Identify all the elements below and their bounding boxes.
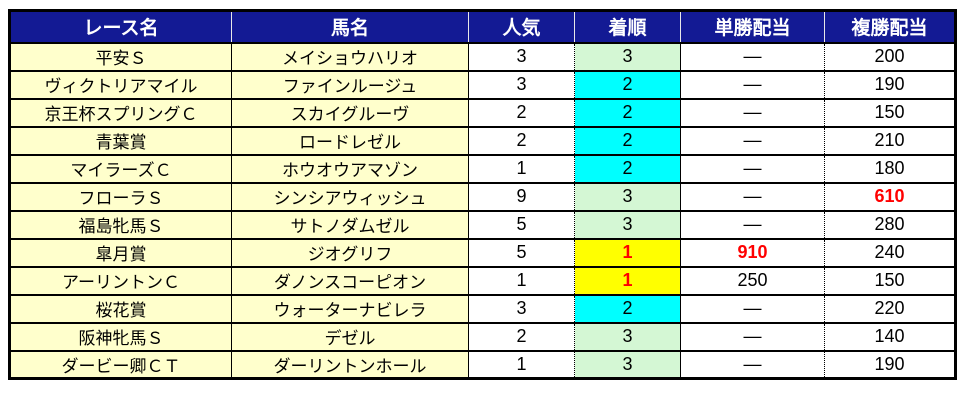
win-payout-cell: ―: [680, 98, 825, 128]
win-payout-cell: ―: [680, 126, 825, 156]
win-payout-cell: ―: [680, 70, 825, 100]
place-payout-cell: 150: [824, 98, 956, 128]
horse-name-cell: ジオグリフ: [231, 238, 469, 268]
horse-name-cell: ファインルージュ: [231, 70, 469, 100]
table-row: 阪神牝馬Ｓ デゼル 2 3 ― 140: [9, 322, 956, 352]
place-payout-cell: 200: [824, 42, 956, 72]
horse-name-cell: ウォーターナビレラ: [231, 294, 469, 324]
win-payout-cell: ―: [680, 182, 825, 212]
table-row: 桜花賞 ウォーターナビレラ 3 2 ― 220: [9, 294, 956, 324]
horse-name-cell: サトノダムゼル: [231, 210, 469, 240]
place-payout-cell: 610: [824, 182, 956, 212]
table-row: ダービー卿ＣＴ ダーリントンホール 1 3 ― 190: [9, 350, 956, 379]
win-payout-cell: 910: [680, 238, 825, 268]
race-name-cell: 皐月賞: [9, 238, 232, 268]
header-popularity: 人気: [468, 10, 575, 44]
race-name-cell: 平安Ｓ: [9, 42, 232, 72]
win-payout-cell: ―: [680, 350, 825, 379]
place-payout-cell: 280: [824, 210, 956, 240]
header-race-name: レース名: [9, 10, 232, 44]
place-payout-cell: 140: [824, 322, 956, 352]
finish-position-cell: 2: [574, 294, 681, 324]
race-name-cell: マイラーズＣ: [9, 154, 232, 184]
horse-name-cell: スカイグルーヴ: [231, 98, 469, 128]
popularity-cell: 2: [468, 322, 575, 352]
race-name-cell: 福島牝馬Ｓ: [9, 210, 232, 240]
header-place-payout: 複勝配当: [824, 10, 956, 44]
table-row: アーリントンＣ ダノンスコーピオン 1 1 250 150: [9, 266, 956, 296]
place-payout-cell: 240: [824, 238, 956, 268]
table-row: フローラＳ シンシアウィッシュ 9 3 ― 610: [9, 182, 956, 212]
finish-position-cell: 1: [574, 266, 681, 296]
win-payout-cell: ―: [680, 210, 825, 240]
horse-name-cell: ホウオウアマゾン: [231, 154, 469, 184]
race-name-cell: 阪神牝馬Ｓ: [9, 322, 232, 352]
table-row: 平安Ｓ メイショウハリオ 3 3 ― 200: [9, 42, 956, 72]
place-payout-cell: 150: [824, 266, 956, 296]
popularity-cell: 3: [468, 42, 575, 72]
finish-position-cell: 2: [574, 126, 681, 156]
header-horse-name: 馬名: [231, 10, 469, 44]
popularity-cell: 2: [468, 126, 575, 156]
finish-position-cell: 3: [574, 322, 681, 352]
popularity-cell: 1: [468, 154, 575, 184]
finish-position-cell: 3: [574, 210, 681, 240]
place-payout-cell: 190: [824, 70, 956, 100]
finish-position-cell: 1: [574, 238, 681, 268]
race-name-cell: ダービー卿ＣＴ: [9, 350, 232, 379]
finish-position-cell: 3: [574, 350, 681, 379]
table-row: 青葉賞 ロードレゼル 2 2 ― 210: [9, 126, 956, 156]
table-row: 皐月賞 ジオグリフ 5 1 910 240: [9, 238, 956, 268]
table-row: 福島牝馬Ｓ サトノダムゼル 5 3 ― 280: [9, 210, 956, 240]
win-payout-cell: ―: [680, 154, 825, 184]
place-payout-cell: 180: [824, 154, 956, 184]
win-payout-cell: ―: [680, 322, 825, 352]
popularity-cell: 3: [468, 294, 575, 324]
horse-name-cell: ロードレゼル: [231, 126, 469, 156]
win-payout-cell: ―: [680, 294, 825, 324]
horse-name-cell: ダノンスコーピオン: [231, 266, 469, 296]
popularity-cell: 5: [468, 238, 575, 268]
finish-position-cell: 2: [574, 70, 681, 100]
popularity-cell: 1: [468, 266, 575, 296]
place-payout-cell: 220: [824, 294, 956, 324]
race-name-cell: フローラＳ: [9, 182, 232, 212]
table-header: レース名 馬名 人気 着順 単勝配当 複勝配当: [9, 10, 956, 44]
horse-name-cell: メイショウハリオ: [231, 42, 469, 72]
race-name-cell: ヴィクトリアマイル: [9, 70, 232, 100]
header-finish-order: 着順: [574, 10, 681, 44]
race-name-cell: アーリントンＣ: [9, 266, 232, 296]
place-payout-cell: 210: [824, 126, 956, 156]
table-row: ヴィクトリアマイル ファインルージュ 3 2 ― 190: [9, 70, 956, 100]
race-results-page: レース名 馬名 人気 着順 単勝配当 複勝配当 平安Ｓ メイショウハリオ 3 3…: [8, 9, 957, 380]
place-payout-cell: 190: [824, 350, 956, 379]
header-win-payout: 単勝配当: [680, 10, 825, 44]
race-name-cell: 青葉賞: [9, 126, 232, 156]
table-body: 平安Ｓ メイショウハリオ 3 3 ― 200 ヴィクトリアマイル ファインルージ…: [9, 42, 956, 379]
finish-position-cell: 3: [574, 182, 681, 212]
horse-name-cell: デゼル: [231, 322, 469, 352]
header-row: レース名 馬名 人気 着順 単勝配当 複勝配当: [9, 10, 956, 44]
horse-name-cell: シンシアウィッシュ: [231, 182, 469, 212]
race-results-table: レース名 馬名 人気 着順 単勝配当 複勝配当 平安Ｓ メイショウハリオ 3 3…: [8, 9, 957, 380]
popularity-cell: 1: [468, 350, 575, 379]
popularity-cell: 3: [468, 70, 575, 100]
popularity-cell: 5: [468, 210, 575, 240]
horse-name-cell: ダーリントンホール: [231, 350, 469, 379]
race-name-cell: 桜花賞: [9, 294, 232, 324]
table-row: 京王杯スプリングＣ スカイグルーヴ 2 2 ― 150: [9, 98, 956, 128]
popularity-cell: 2: [468, 98, 575, 128]
win-payout-cell: ―: [680, 42, 825, 72]
win-payout-cell: 250: [680, 266, 825, 296]
table-row: マイラーズＣ ホウオウアマゾン 1 2 ― 180: [9, 154, 956, 184]
finish-position-cell: 2: [574, 98, 681, 128]
finish-position-cell: 2: [574, 154, 681, 184]
finish-position-cell: 3: [574, 42, 681, 72]
race-name-cell: 京王杯スプリングＣ: [9, 98, 232, 128]
popularity-cell: 9: [468, 182, 575, 212]
